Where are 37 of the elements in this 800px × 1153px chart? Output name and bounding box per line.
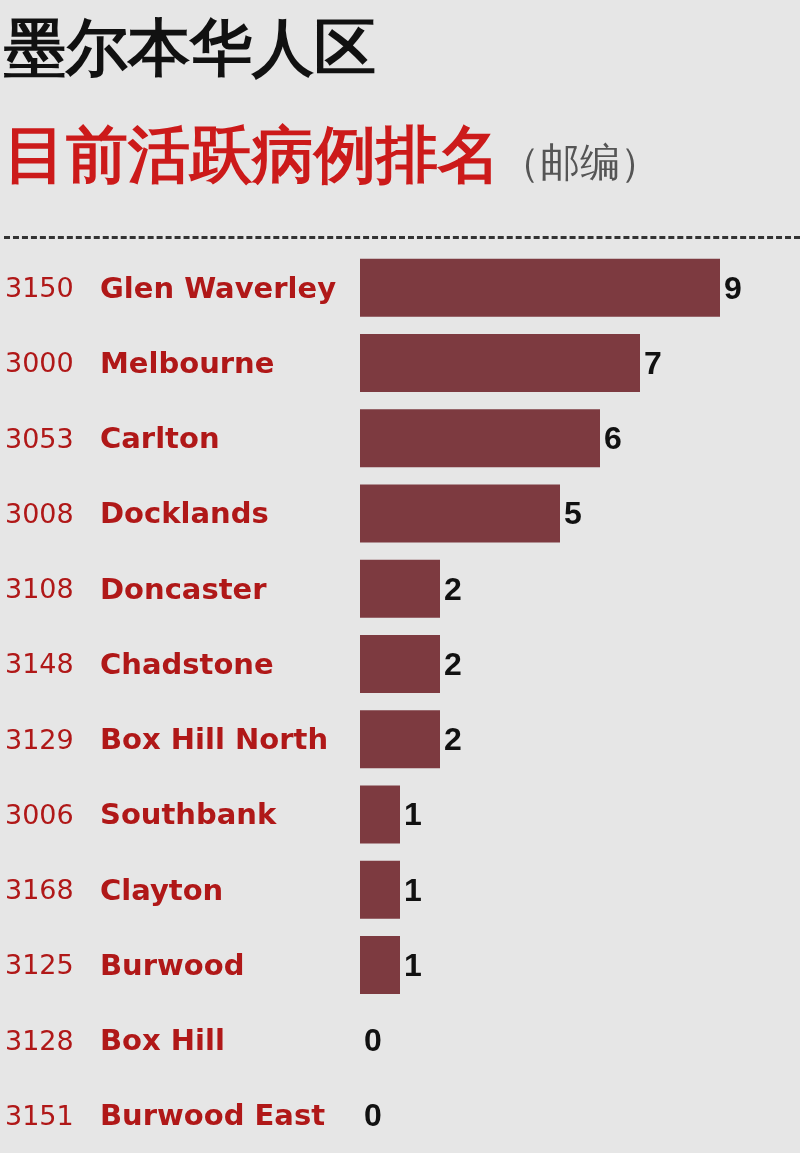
data-label: 1 [404, 796, 422, 833]
bar [360, 409, 600, 468]
text: （邮编） [500, 139, 660, 185]
chart-title: 墨尔本华人区 [4, 10, 376, 86]
data-label: 2 [444, 721, 462, 758]
y-tick-label: 3006 Southbank [5, 797, 277, 832]
y-tick-label: 3150 Glen Waverley [5, 270, 337, 305]
data-label: 0 [364, 1022, 382, 1059]
y-tick-label: 3108 Doncaster [5, 571, 268, 606]
y-tick-label: 3008 Docklands [5, 496, 269, 531]
data-label: 5 [564, 495, 582, 532]
bar [360, 935, 400, 994]
y-tick-label: 3148 Chadstone [5, 646, 274, 681]
bar [360, 634, 440, 693]
bar [360, 785, 400, 844]
bar [360, 860, 400, 919]
data-label: 6 [604, 420, 622, 457]
data-label: 2 [444, 570, 462, 607]
data-label: 2 [444, 645, 462, 682]
y-tick-label: 3000 Melbourne [5, 345, 275, 380]
chart-subtitle: 目前活跃病例排名 [4, 118, 500, 191]
data-label: 7 [644, 344, 662, 381]
data-label: 1 [404, 946, 422, 983]
bar [360, 484, 560, 543]
bar [360, 710, 440, 769]
data-label: 9 [724, 269, 742, 306]
y-tick-label: 3168 Clayton [5, 872, 224, 907]
bar [360, 333, 640, 392]
y-tick-label: 3151 Burwood East [5, 1098, 326, 1133]
bar [360, 258, 720, 317]
y-tick-label: 3125 Burwood [5, 947, 245, 982]
data-label: 1 [404, 871, 422, 908]
y-tick-label: 3128 Box Hill [5, 1023, 225, 1058]
y-tick-label: 3053 Carlton [5, 421, 220, 456]
data-label: 0 [364, 1097, 382, 1134]
y-tick-label: 3129 Box Hill North [5, 722, 329, 757]
bar [360, 559, 440, 618]
